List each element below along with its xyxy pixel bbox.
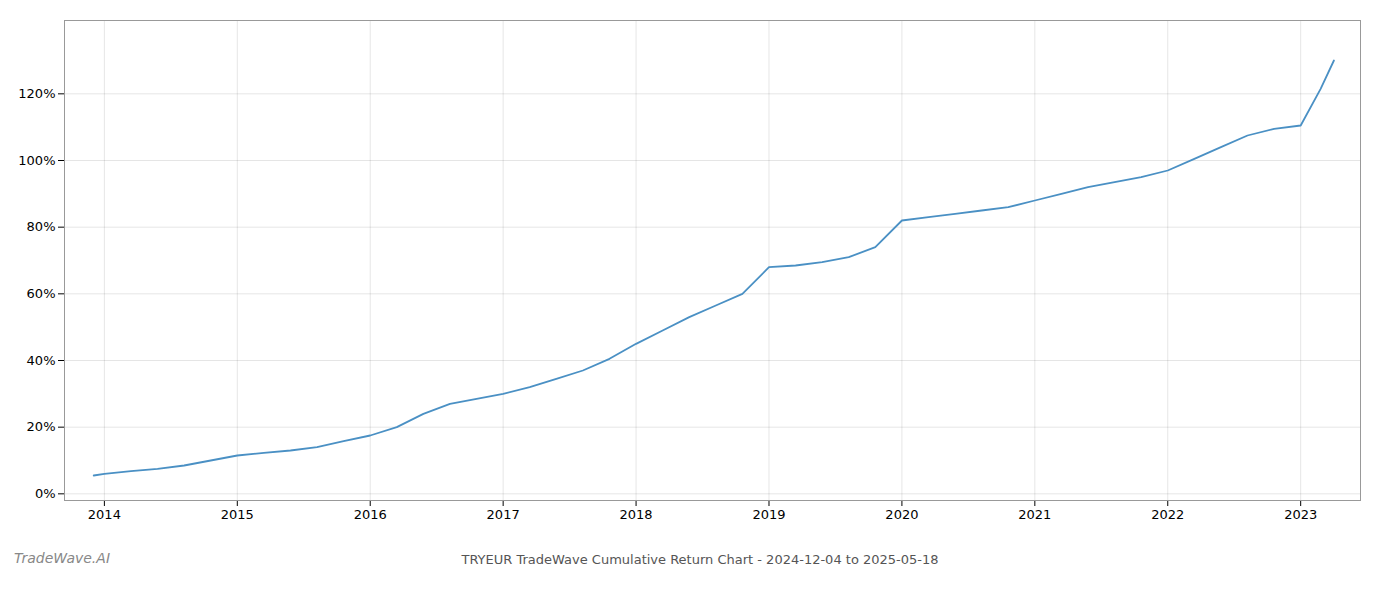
svg-text:2016: 2016: [354, 507, 387, 522]
svg-text:2023: 2023: [1284, 507, 1317, 522]
svg-text:2015: 2015: [221, 507, 254, 522]
svg-text:80%: 80%: [27, 219, 56, 234]
svg-text:2014: 2014: [88, 507, 121, 522]
svg-text:60%: 60%: [27, 286, 56, 301]
svg-text:2020: 2020: [885, 507, 918, 522]
html-text:TRYEUR TradeWave Cumulative Re: TRYEUR TradeWave Cumulative Return Chart…: [461, 552, 939, 567]
svg-text:120%: 120%: [18, 86, 55, 101]
svg-text:2021: 2021: [1018, 507, 1051, 522]
svg-text:40%: 40%: [27, 353, 56, 368]
svg-text:20%: 20%: [27, 419, 56, 434]
html-text:TradeWave.AI: TradeWave.AI: [14, 550, 110, 566]
svg-text:2017: 2017: [487, 507, 520, 522]
svg-text:2022: 2022: [1151, 507, 1184, 522]
svg-text:0%: 0%: [35, 486, 56, 501]
svg-text:100%: 100%: [18, 153, 55, 168]
svg-text:2019: 2019: [752, 507, 785, 522]
svg-text:2018: 2018: [620, 507, 653, 522]
